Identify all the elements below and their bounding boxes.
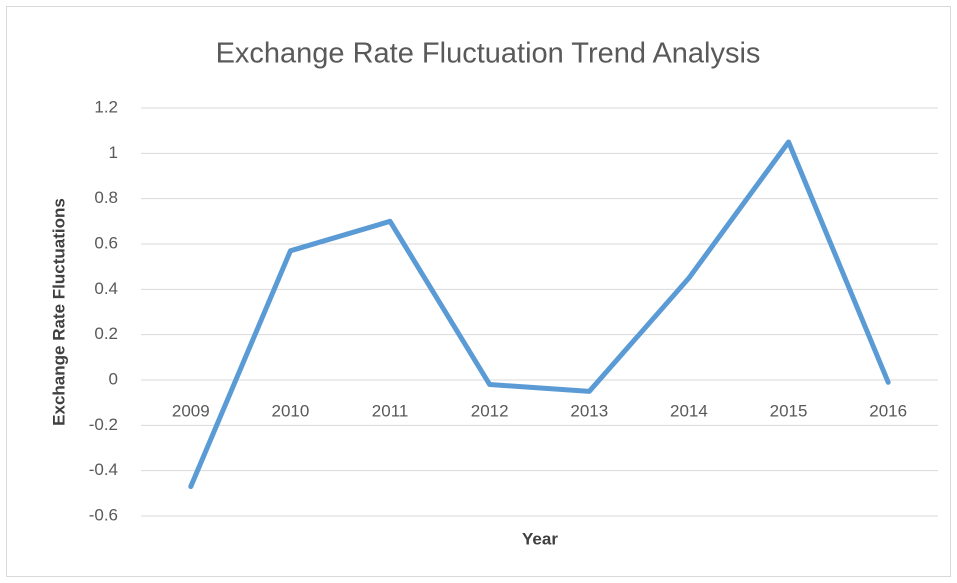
y-tick-label: 1.2	[94, 97, 118, 116]
x-tick-label: 2012	[471, 401, 509, 420]
y-tick-label: -0.4	[89, 460, 118, 479]
y-tick-label: 0	[109, 369, 118, 388]
x-tick-label: 2011	[372, 401, 409, 420]
y-tick-label: 1	[109, 143, 118, 162]
y-axis-label: Exchange Rate Fluctuations	[49, 198, 68, 426]
x-axis-label: Year	[522, 529, 558, 548]
y-tick-label: -0.2	[89, 415, 118, 434]
x-tick-label: 2009	[172, 401, 210, 420]
series-line	[188, 139, 891, 490]
x-tick-label: 2010	[272, 401, 310, 420]
y-tick-label: 0.4	[94, 279, 118, 298]
x-tick-label: 2014	[670, 401, 708, 420]
x-tick-label: 2015	[770, 401, 808, 420]
x-tick-label: 2016	[869, 401, 907, 420]
y-tick-label: 0.2	[94, 324, 118, 343]
chart-title: Exchange Rate Fluctuation Trend Analysis	[216, 38, 761, 70]
y-tick-label: -0.6	[89, 505, 118, 524]
y-tick-label: 0.8	[94, 188, 118, 207]
x-tick-label: 2013	[570, 401, 608, 420]
chart-border	[6, 6, 951, 577]
y-tick-label: 0.6	[94, 233, 118, 252]
